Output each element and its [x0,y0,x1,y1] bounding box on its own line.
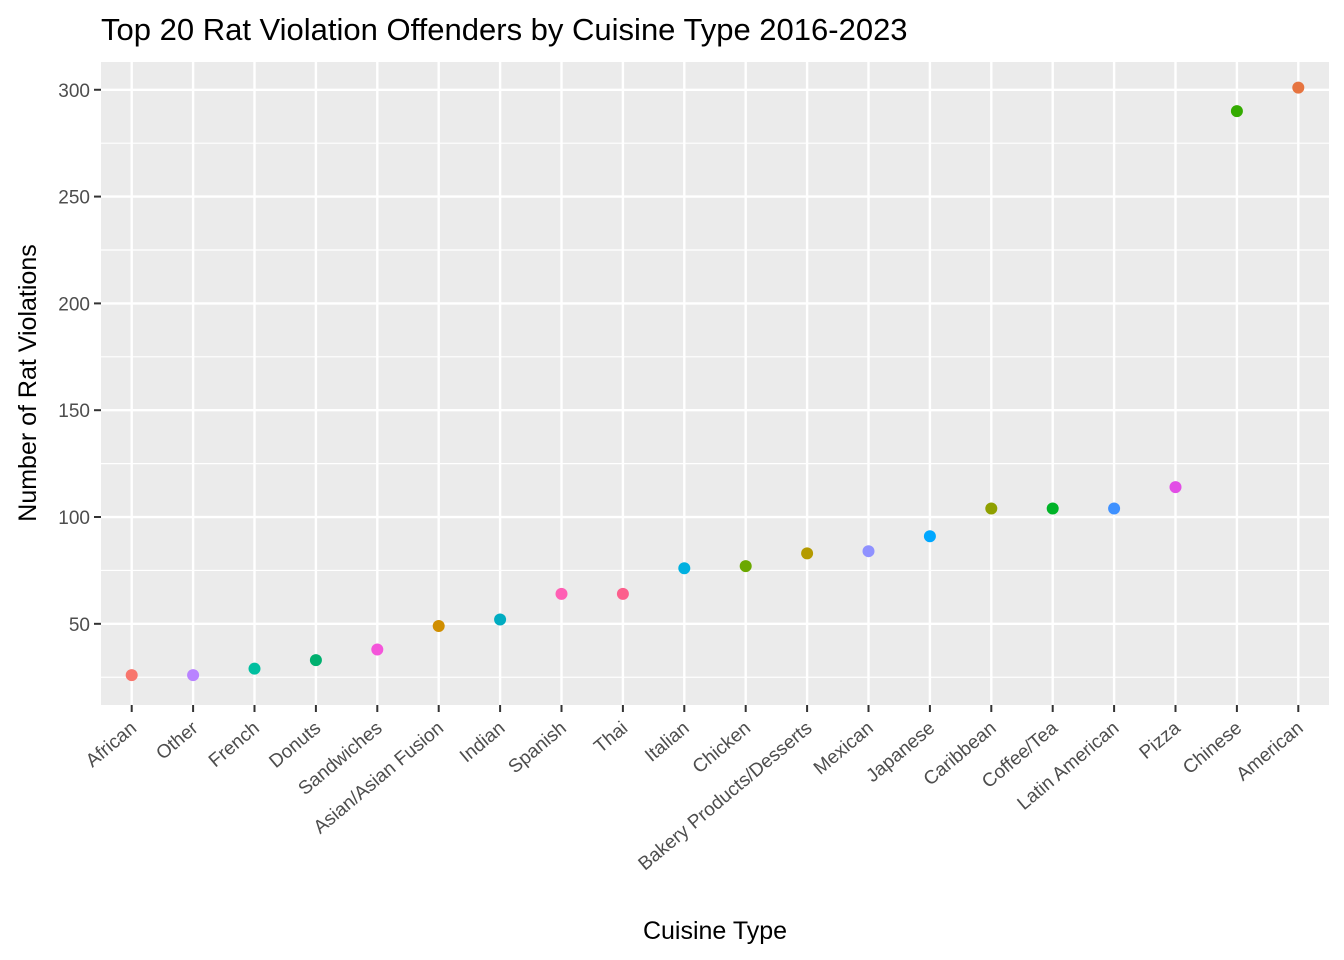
data-point [801,547,814,560]
y-tick-label: 150 [58,401,90,422]
minor-gridlines [101,142,1329,678]
data-point [616,587,629,600]
data-point [1230,105,1243,118]
y-tick-label: 200 [58,294,90,315]
y-axis: 50 100 150 200 250 300 [58,81,101,636]
x-tick-label: Italian [641,718,693,767]
x-tick-label: Pizza [1136,717,1185,763]
data-point [1108,502,1121,515]
x-tick-label: African [82,718,141,772]
data-point [371,643,384,656]
data-point [985,502,998,515]
x-tick-label: American [1233,718,1308,786]
major-gridlines [101,62,1329,705]
x-tick-label: Other [152,717,202,764]
chart-title: Top 20 Rat Violation Offenders by Cuisin… [101,12,908,47]
data-point [125,669,138,682]
x-axis: African Other French DonutsSandwichesAsian/… [82,705,1308,875]
x-axis-title: Cuisine Type [643,917,787,945]
data-point [555,587,568,600]
y-tick-label: 300 [58,81,90,102]
data-point [739,560,752,573]
x-tick-label: Indian [456,718,509,767]
x-tick-label: French [205,718,264,772]
data-points [125,81,1305,682]
data-point [1046,502,1059,515]
data-point [309,654,322,667]
y-tick-label: 50 [69,615,90,636]
y-axis-title: Number of Rat Violations [14,244,42,521]
data-point [432,619,445,632]
data-point [678,562,691,575]
plot-panel [101,62,1329,705]
data-point [923,530,936,543]
data-point [1292,81,1305,94]
data-point [494,613,507,626]
data-point [248,662,261,675]
data-point [187,669,200,682]
y-tick-label: 250 [58,188,90,209]
y-tick-label: 100 [58,508,90,529]
data-point [1169,481,1182,494]
data-point [862,545,875,558]
x-tick-label: Thai [590,718,632,758]
x-tick-label: Spanish [505,718,571,778]
